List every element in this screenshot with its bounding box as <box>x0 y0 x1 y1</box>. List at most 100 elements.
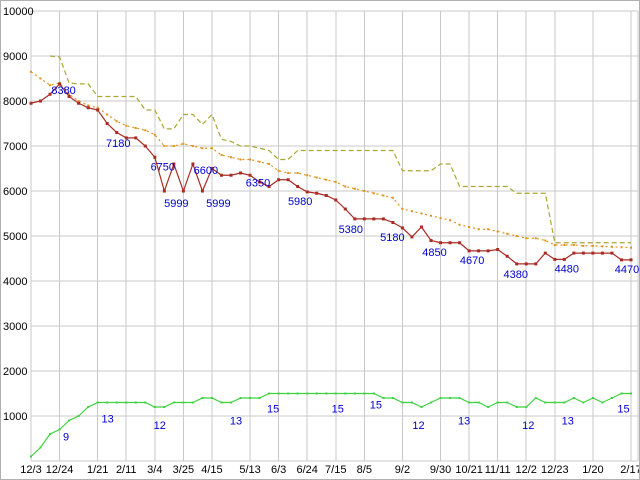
series-marker-average-price <box>534 237 537 240</box>
series-marker-average-price <box>430 214 432 217</box>
series-marker-average-price <box>230 156 232 159</box>
series-marker-lowest-price <box>543 251 547 255</box>
series-average-price <box>30 71 632 249</box>
series-marker-store-count <box>620 392 623 395</box>
series-marker-lowest-price <box>562 257 566 261</box>
x-axis-label: 12/3 <box>20 464 41 476</box>
x-axis-label: 6/3 <box>271 464 286 476</box>
series-marker-lowest-price <box>258 180 262 184</box>
series-marker-lowest-price <box>86 106 90 110</box>
series-marker-lowest-price <box>334 198 338 202</box>
series-marker-lowest-price <box>515 262 519 266</box>
price-label: 8380 <box>51 85 75 97</box>
series-marker-lowest-price <box>143 144 147 148</box>
series-marker-lowest-price <box>381 217 385 221</box>
series-marker-store-count <box>534 397 537 399</box>
series-marker-store-count <box>563 401 566 404</box>
series-marker-average-price <box>334 181 337 183</box>
series-marker-store-count <box>468 401 471 404</box>
x-axis-label: 2/17 <box>620 464 639 476</box>
series-marker-lowest-price <box>372 217 376 221</box>
x-axis-label: 1/20 <box>582 464 603 476</box>
series-marker-lowest-price <box>200 189 204 193</box>
series-marker-average-price <box>515 235 518 237</box>
series-marker-average-price <box>182 142 185 145</box>
series-marker-lowest-price <box>229 173 233 177</box>
series-marker-average-price <box>496 230 499 233</box>
series-marker-store-count <box>115 401 118 404</box>
series-marker-lowest-price <box>486 249 490 253</box>
series-marker-lowest-price <box>629 258 633 262</box>
count-label: 15 <box>267 404 279 416</box>
price-label: 6350 <box>246 177 270 189</box>
series-marker-average-price <box>506 232 509 235</box>
price-label: 7180 <box>106 138 130 150</box>
series-marker-store-count <box>258 397 261 399</box>
series-marker-store-count <box>163 406 166 408</box>
series-marker-store-count <box>77 415 80 417</box>
series-marker-store-count <box>591 397 594 399</box>
series-marker-average-price <box>620 246 623 249</box>
x-axis-label: 4/15 <box>201 464 222 476</box>
series-marker-lowest-price <box>219 173 223 177</box>
count-label: 9 <box>63 432 69 444</box>
price-label: 4670 <box>460 255 484 267</box>
series-marker-lowest-price <box>362 217 366 221</box>
series-marker-lowest-price <box>619 258 623 262</box>
series-marker-lowest-price <box>134 136 138 140</box>
series-marker-store-count <box>87 406 90 408</box>
price-label: 4470 <box>615 264 639 276</box>
series-marker-store-count <box>449 397 452 399</box>
price-label: 4380 <box>503 269 527 281</box>
series-marker-average-price <box>201 147 204 150</box>
series-marker-lowest-price <box>286 178 290 182</box>
series-marker-lowest-price <box>267 185 271 188</box>
price-label: 4480 <box>555 263 579 275</box>
series-marker-lowest-price <box>48 92 52 96</box>
series-marker-store-count <box>268 392 271 395</box>
series-marker-average-price <box>525 237 528 240</box>
series-marker-lowest-price <box>581 251 585 255</box>
series-marker-store-count <box>296 392 299 395</box>
count-label: 13 <box>230 416 242 428</box>
y-axis-label: 4000 <box>3 276 27 288</box>
series-marker-average-price <box>306 174 309 177</box>
series-marker-lowest-price <box>496 248 500 251</box>
series-marker-store-count <box>372 392 375 395</box>
series-marker-lowest-price <box>181 189 185 193</box>
series-marker-lowest-price <box>467 249 471 253</box>
series-marker-average-price <box>572 244 575 246</box>
series-marker-lowest-price <box>324 194 328 197</box>
series-marker-average-price <box>125 124 128 127</box>
series-marker-lowest-price <box>315 191 319 195</box>
series-marker-store-count <box>477 401 480 404</box>
series-marker-lowest-price <box>439 241 443 245</box>
series-marker-lowest-price <box>67 95 71 98</box>
count-label: 12 <box>154 420 166 432</box>
series-marker-store-count <box>430 401 432 404</box>
x-axis-label: 12/23 <box>541 464 569 476</box>
series-marker-store-count <box>30 455 32 458</box>
series-marker-lowest-price <box>172 162 176 166</box>
series-marker-lowest-price <box>29 101 33 105</box>
series-marker-store-count <box>220 401 223 404</box>
series-marker-lowest-price <box>96 108 100 112</box>
series-marker-store-count <box>630 392 632 395</box>
series-marker-lowest-price <box>448 241 452 245</box>
series-marker-lowest-price <box>458 241 462 245</box>
series-marker-average-price <box>239 158 242 161</box>
series-marker-store-count <box>144 401 147 404</box>
series-marker-lowest-price <box>296 185 300 188</box>
series-marker-lowest-price <box>343 207 347 211</box>
series-marker-lowest-price <box>553 257 557 261</box>
series-marker-store-count <box>315 392 318 395</box>
x-axis-label: 12/24 <box>46 464 74 476</box>
series-marker-store-count <box>106 401 109 404</box>
series-marker-average-price <box>553 244 556 246</box>
series-marker-average-price <box>191 145 194 147</box>
series-marker-lowest-price <box>391 221 395 224</box>
series-marker-average-price <box>144 129 147 132</box>
series-marker-lowest-price <box>353 217 357 221</box>
series-marker-lowest-price <box>248 173 252 177</box>
